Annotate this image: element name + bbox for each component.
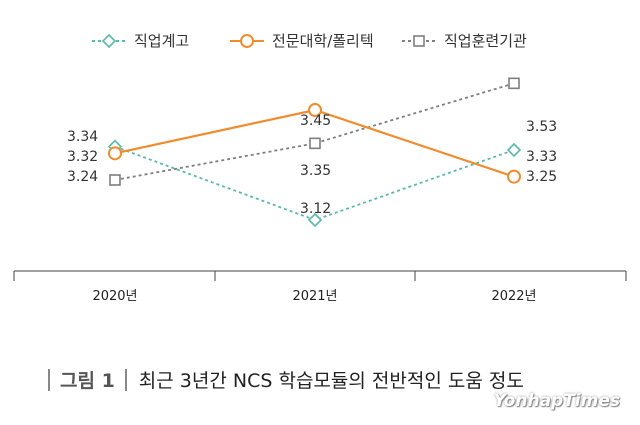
legend-marker-college-polytech bbox=[240, 34, 254, 48]
legend-marker-vocational-high-school bbox=[101, 33, 117, 49]
watermark-logo: YonhapTimes bbox=[493, 391, 620, 411]
legend-marker-training-institution bbox=[413, 35, 425, 47]
figure-caption: 그림 1 최근 3년간 NCS 학습모듈의 전반적인 도움 정도 bbox=[48, 366, 524, 393]
value-label-training-institution-3: 3.53 bbox=[526, 119, 557, 135]
point-training-institution-3 bbox=[508, 77, 520, 90]
value-label-college-polytech-2: 3.45 bbox=[300, 113, 331, 129]
series-lines bbox=[107, 77, 522, 228]
legend-label-vocational-high-school: 직업계고 bbox=[134, 32, 189, 50]
legend-label-college-polytech: 전문대학/폴리텍 bbox=[272, 32, 374, 50]
figure-label: 그림 1 bbox=[60, 370, 115, 392]
point-college-polytech-2 bbox=[308, 103, 322, 117]
value-label-vocational-high-school-1: 3.34 bbox=[67, 129, 98, 145]
value-label-college-polytech-3: 3.25 bbox=[526, 169, 557, 185]
value-label-training-institution-1: 3.24 bbox=[67, 169, 98, 185]
point-vocational-high-school-2 bbox=[307, 212, 323, 228]
value-label-vocational-high-school-2: 3.12 bbox=[300, 201, 331, 217]
point-college-polytech-3 bbox=[507, 169, 521, 184]
point-training-institution-2 bbox=[309, 137, 321, 150]
line-chart: 직업계고 전문대학/폴리텍 직업훈련기관 3.343.123.333.323.453… bbox=[13, 32, 627, 304]
point-vocational-high-school-3 bbox=[506, 142, 522, 158]
value-label-training-institution-2: 3.35 bbox=[300, 163, 331, 179]
value-label-vocational-high-school-3: 3.33 bbox=[526, 149, 557, 165]
figure-title: 최근 3년간 NCS 학습모듈의 전반적인 도움 정도 bbox=[138, 370, 524, 392]
x-tick-label-3: 2022년 bbox=[491, 289, 536, 304]
x-tick-label-1: 2020년 bbox=[92, 289, 137, 304]
x-tick-label-2: 2021년 bbox=[292, 289, 337, 304]
series-line-training-institution bbox=[114, 82, 515, 181]
legend-label-training-institution: 직업훈련기관 bbox=[444, 32, 527, 50]
x-axis: 2020년 2021년 2022년 bbox=[13, 271, 627, 304]
value-labels: 3.34 3.12 3.33 3.32 3.45 3.25 3.24 3.35 3.53 bbox=[67, 113, 557, 217]
point-college-polytech-1 bbox=[108, 146, 122, 161]
caption-divider bbox=[48, 368, 50, 391]
caption-divider bbox=[124, 368, 127, 391]
value-label-college-polytech-1: 3.32 bbox=[67, 149, 98, 165]
legend: 직업계고 전문대학/폴리텍 직업훈련기관 bbox=[92, 32, 527, 50]
point-training-institution-1 bbox=[109, 174, 121, 186]
